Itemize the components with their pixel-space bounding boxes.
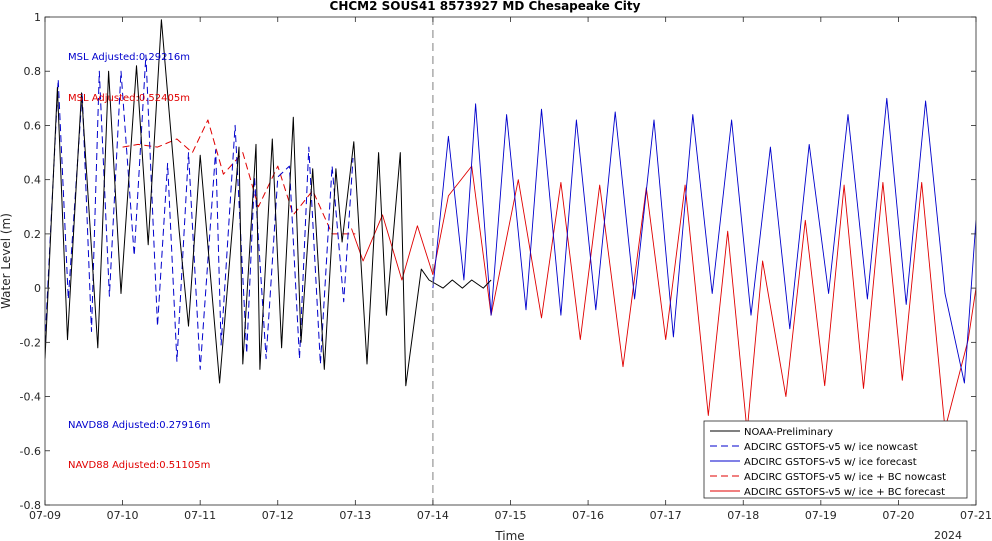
x-axis: 07-09 07-10 07-11 07-12 07-13 07-14 07-15 07-16…: [29, 17, 992, 522]
year-label: 2024: [934, 529, 962, 541]
y-tick-label: -0.8: [20, 499, 41, 512]
x-axis-label: Time: [494, 529, 524, 541]
x-tick-label: 07-15: [495, 509, 527, 522]
y-tick-label: 1: [34, 11, 41, 24]
x-tick-label: 07-17: [650, 509, 682, 522]
x-tick-label: 07-18: [727, 509, 759, 522]
y-tick-label: 0: [34, 282, 41, 295]
msl-blue-annotation: MSL Adjusted:0.29216m: [68, 52, 190, 63]
x-tick-label: 07-16: [572, 509, 604, 522]
legend-label: NOAA-Preliminary: [744, 427, 833, 438]
x-tick-label: 07-20: [882, 509, 914, 522]
x-tick-label: 07-11: [184, 509, 216, 522]
series-layer: [45, 19, 976, 433]
series-line-2: [432, 97, 976, 384]
msl-red-annotation: MSL Adjusted:0.52405m: [68, 93, 190, 104]
x-tick-label: 07-09: [29, 509, 61, 522]
series-line-0: [45, 19, 492, 387]
y-tick-label: -0.6: [20, 445, 41, 458]
legend-label: ADCIRC GSTOFS-v5 w/ ice + BC forecast: [744, 487, 945, 498]
x-tick-label: 07-14: [417, 509, 449, 522]
legend-label: ADCIRC GSTOFS-v5 w/ ice nowcast: [744, 442, 918, 453]
y-tick-label: -0.2: [20, 336, 41, 349]
x-tick-label: 07-12: [262, 509, 294, 522]
x-tick-label: 07-21: [960, 509, 992, 522]
y-axis-label: Water Level (m): [0, 213, 13, 309]
navd-red-annotation: NAVD88 Adjusted:0.51105m: [68, 460, 210, 471]
x-tick-label: 07-13: [339, 509, 371, 522]
legend: NOAA-Preliminary ADCIRC GSTOFS-v5 w/ ice …: [703, 420, 968, 499]
y-tick-label: 0.8: [24, 65, 42, 78]
legend-box: [703, 420, 968, 499]
legend-label: ADCIRC GSTOFS-v5 w/ ice + BC nowcast: [744, 472, 946, 483]
y-axis: -0.8 -0.6 -0.4 -0.2 0 0.2 0.4 0.6 0.8 1: [20, 11, 976, 512]
y-tick-label: 0.6: [24, 119, 42, 132]
y-tick-label: -0.4: [20, 391, 41, 404]
x-tick-label: 07-19: [805, 509, 837, 522]
series-line-3: [122, 119, 356, 235]
x-tick-label: 07-10: [107, 509, 139, 522]
y-tick-label: 0.2: [24, 228, 42, 241]
series-line-1: [45, 54, 354, 370]
chart-title: CHCM2 SOUS41 8573927 MD Chesapeake City: [330, 0, 641, 13]
navd-blue-annotation: NAVD88 Adjusted:0.27916m: [68, 420, 210, 431]
legend-label: ADCIRC GSTOFS-v5 w/ ice forecast: [744, 457, 917, 468]
y-tick-label: 0.4: [24, 174, 42, 187]
series-line-4: [351, 165, 976, 433]
